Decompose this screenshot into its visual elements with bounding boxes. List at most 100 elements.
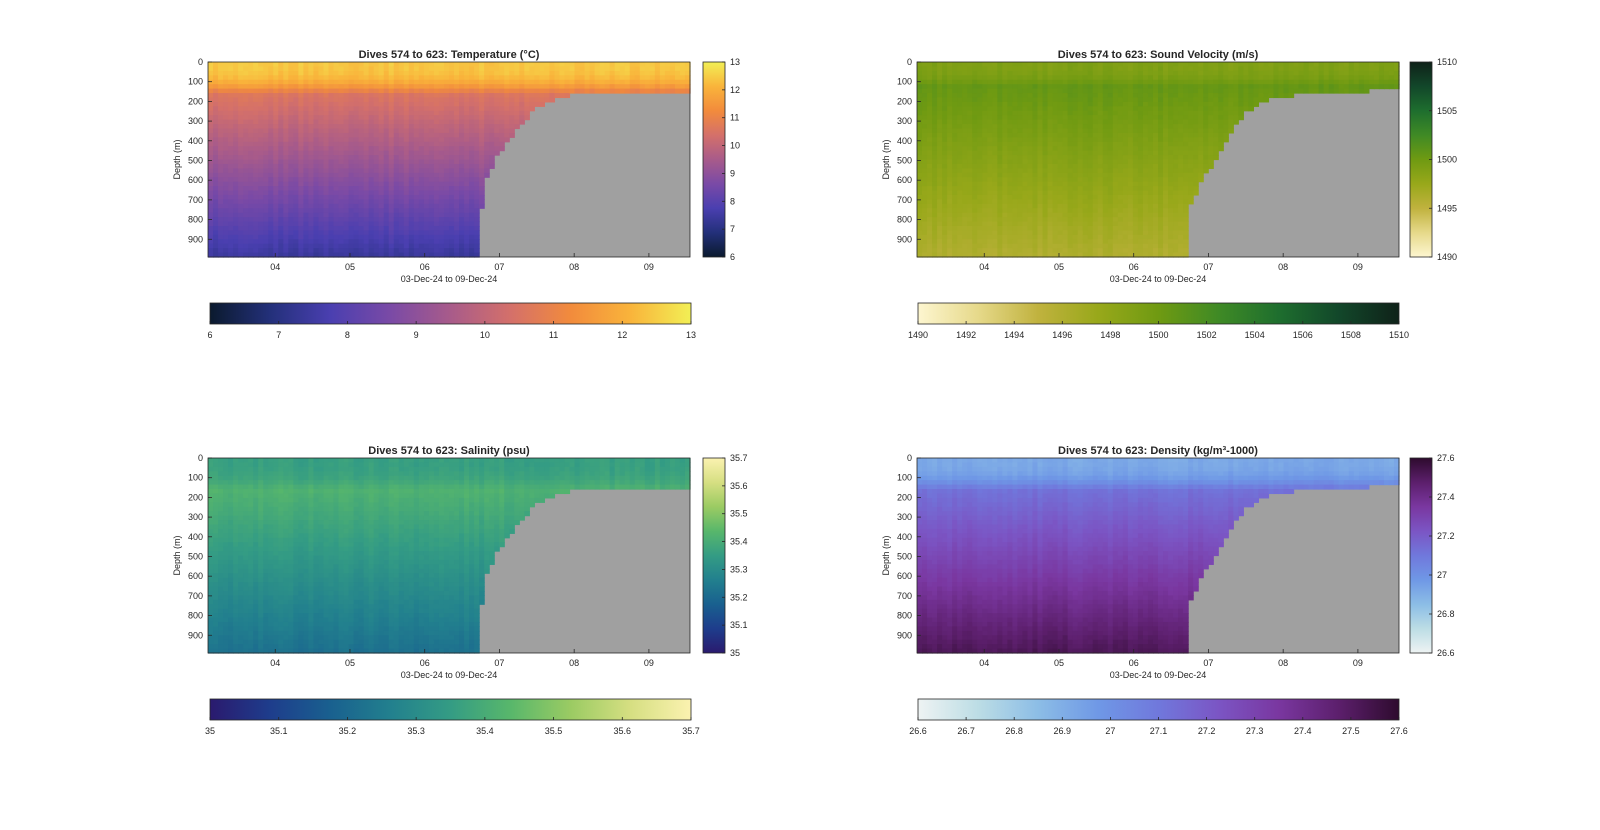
heatmap-cell [283,137,289,143]
heatmap-cell [1092,84,1099,90]
heatmap-cell [208,234,214,240]
heatmap-cell [1137,230,1144,236]
heatmap-cell [1097,234,1104,240]
heatmap-cell [393,221,400,227]
heatmap-cell [253,79,259,85]
heatmap-cell [1132,168,1139,174]
heatmap-cell [443,141,450,147]
heatmap-cell [443,155,450,161]
heatmap-cell [942,137,948,143]
heatmap-cell [669,79,676,85]
heatmap-cell [1072,119,1079,125]
heatmap-cell [1082,75,1089,81]
heatmap-cell [293,128,299,134]
heatmap-cell [574,70,581,76]
heatmap-cell [433,159,440,165]
heatmap-cell [629,75,636,81]
heatmap-cell [373,234,380,240]
heatmap-cell [1077,132,1084,138]
heatmap-cell [438,203,445,209]
heatmap-cell [288,128,294,134]
heatmap-cell [977,203,983,209]
heatmap-cell [972,186,978,192]
heatmap-cell [353,252,360,258]
heatmap-cell [408,212,415,218]
heatmap-cell [1072,239,1079,245]
heatmap-cell [1102,159,1109,165]
heatmap-cell [932,239,938,245]
heatmap-cell [942,163,948,169]
heatmap-cell [1057,115,1064,121]
heatmap-cell [927,137,933,143]
heatmap-cell [1112,208,1119,214]
heatmap-cell [1052,70,1059,76]
heatmap-cell [1042,155,1049,161]
heatmap-cell [1067,221,1074,227]
heatmap-cell [1062,243,1069,249]
heatmap-cell [917,243,923,249]
heatmap-cell [428,115,435,121]
heatmap-cell [1112,93,1119,99]
heatmap-cell [348,128,355,134]
heatmap-cell [328,106,335,112]
heatmap-cell [987,141,993,147]
heatmap-cell [534,84,540,90]
heatmap-cell [474,141,480,147]
heatmap-cell [957,203,963,209]
heatmap-cell [268,66,274,72]
heatmap-cell [253,252,259,258]
heatmap-cell [664,88,671,94]
heatmap-cell [489,132,495,138]
heatmap-cell [433,110,440,116]
heatmap-cell [1032,225,1039,232]
heatmap-cell [278,203,284,209]
heatmap-cell [328,119,335,125]
heatmap-cell [353,141,360,147]
heatmap-cell [388,128,395,134]
heatmap-cell [474,186,480,192]
heatmap-cell [922,119,928,125]
heatmap-cell [208,172,214,178]
heatmap-cell [1017,128,1024,134]
heatmap-cell [1127,177,1134,183]
heatmap-cell [982,110,988,116]
heatmap-cell [977,217,983,223]
heatmap-cell [268,70,274,76]
heatmap-cell [298,132,304,138]
heatmap-cell [1117,115,1124,121]
heatmap-cell [358,190,365,196]
heatmap-cell [213,239,219,245]
heatmap-cell [403,252,410,258]
heatmap-cell [927,194,933,200]
heatmap-cell [972,132,978,138]
heatmap-cell [353,230,360,236]
heatmap-cell [469,212,475,218]
heatmap-cell [428,194,435,200]
heatmap-cell [1047,155,1054,161]
heatmap-cell [428,212,435,218]
heatmap-cell [213,132,219,138]
heatmap-cell [972,163,978,169]
heatmap-cell [1142,128,1149,134]
heatmap-cell [1022,101,1029,107]
heatmap-cell [393,252,400,258]
heatmap-cell [328,70,335,76]
heatmap-cell [514,97,520,103]
heatmap-cell [1152,221,1159,227]
heatmap-cell [1047,252,1054,258]
heatmap-cell [992,234,998,240]
heatmap-cell [248,225,254,232]
heatmap-cell [997,66,1003,72]
heatmap-cell [333,203,340,209]
heatmap-cell [243,159,249,165]
heatmap-cell [1072,155,1079,161]
heatmap-cell [1147,124,1154,130]
heatmap-cell [917,137,923,143]
heatmap-cell [338,75,345,81]
heatmap-cell [987,221,993,227]
heatmap-cell [323,110,330,116]
heatmap-cell [1102,203,1109,209]
heatmap-cell [1057,110,1064,116]
heatmap-cell [278,106,284,112]
heatmap-cell [443,70,450,76]
